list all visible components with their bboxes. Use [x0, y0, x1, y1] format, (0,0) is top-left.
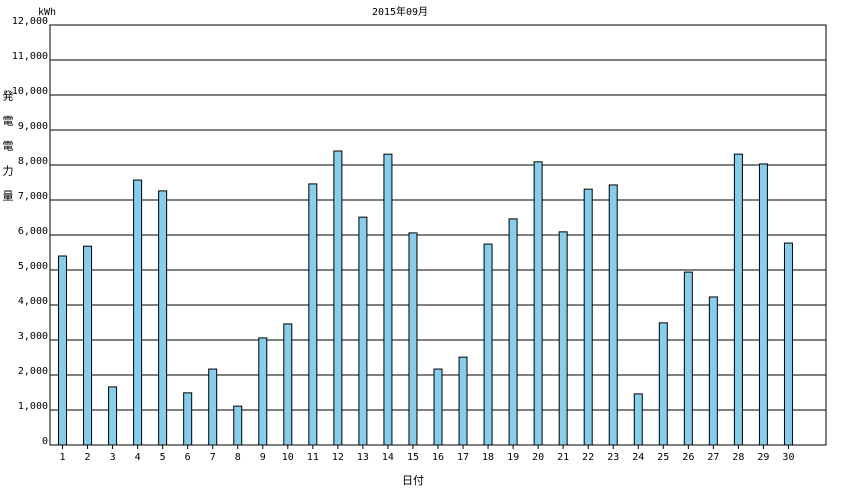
- x-tick-label: 23: [607, 452, 619, 463]
- x-tick-label: 13: [357, 452, 369, 463]
- bar: [433, 368, 443, 446]
- x-tick-label: 7: [210, 452, 216, 463]
- x-tick-label: 10: [282, 452, 294, 463]
- y-tick-label: 12,000: [12, 16, 48, 27]
- bar: [558, 231, 568, 446]
- bar: [108, 386, 118, 446]
- bar: [633, 393, 643, 446]
- x-tick-label: 12: [332, 452, 344, 463]
- bar: [733, 153, 743, 446]
- bar: [658, 322, 668, 446]
- bar: [183, 392, 193, 446]
- x-axis-label: 日付: [402, 474, 424, 487]
- x-tick-label: 28: [732, 452, 744, 463]
- bar: [158, 190, 168, 446]
- x-tick-label: 17: [457, 452, 469, 463]
- x-tick-label: 9: [260, 452, 266, 463]
- x-tick-label: 1: [60, 452, 66, 463]
- bar: [758, 163, 768, 446]
- x-tick-label: 16: [432, 452, 444, 463]
- y-tick-label: 10,000: [12, 86, 48, 97]
- y-tick-label: 8,000: [18, 156, 48, 167]
- y-axis-label: 発電電力量: [1, 89, 14, 215]
- x-tick-label: 22: [582, 452, 594, 463]
- bar: [408, 232, 418, 446]
- bar: [533, 161, 543, 446]
- x-tick-label: 4: [135, 452, 141, 463]
- y-tick-label: 3,000: [18, 331, 48, 342]
- bar: [83, 245, 93, 446]
- bar: [233, 405, 243, 446]
- y-tick-label: 2,000: [18, 366, 48, 377]
- x-tick-label: 2: [85, 452, 91, 463]
- x-tick-label: 8: [235, 452, 241, 463]
- x-tick-label: 25: [657, 452, 669, 463]
- y-tick-label: 4,000: [18, 296, 48, 307]
- bar: [483, 243, 493, 446]
- x-tick-label: 26: [682, 452, 694, 463]
- y-unit: kWh: [38, 7, 56, 18]
- x-tick-label: 21: [557, 452, 569, 463]
- bar: [283, 323, 293, 446]
- x-tick-label: 5: [160, 452, 166, 463]
- y-tick-label: 7,000: [18, 191, 48, 202]
- bar: [333, 150, 343, 446]
- bar: [458, 356, 468, 446]
- bar: [133, 179, 143, 446]
- x-tick-label: 11: [307, 452, 319, 463]
- x-tick-label: 19: [507, 452, 519, 463]
- x-tick-label: 6: [185, 452, 191, 463]
- y-tick-label: 5,000: [18, 261, 48, 272]
- chart-title: 2015年09月: [372, 5, 428, 18]
- x-tick-label: 27: [707, 452, 719, 463]
- y-tick-label: 9,000: [18, 121, 48, 132]
- y-tick-label: 1,000: [18, 401, 48, 412]
- x-tick-label: 3: [110, 452, 116, 463]
- bar: [383, 153, 393, 446]
- x-tick-label: 14: [382, 452, 394, 463]
- x-tick-label: 24: [632, 452, 644, 463]
- bar: [608, 184, 618, 446]
- x-tick-label: 20: [532, 452, 544, 463]
- bar: [208, 368, 218, 446]
- bar: [583, 188, 593, 446]
- x-tick-label: 30: [782, 452, 794, 463]
- bar: [708, 296, 718, 446]
- bar: [683, 271, 693, 446]
- x-tick-label: 15: [407, 452, 419, 463]
- bar: [258, 337, 268, 446]
- x-tick-label: 18: [482, 452, 494, 463]
- bar: [508, 218, 518, 446]
- bar: [783, 242, 793, 446]
- y-tick-label: 6,000: [18, 226, 48, 237]
- y-tick-label: 11,000: [12, 51, 48, 62]
- bar: [308, 183, 318, 446]
- bar: [358, 216, 368, 446]
- y-tick-label: 0: [42, 436, 48, 447]
- x-tick-label: 29: [757, 452, 769, 463]
- bar: [58, 255, 68, 446]
